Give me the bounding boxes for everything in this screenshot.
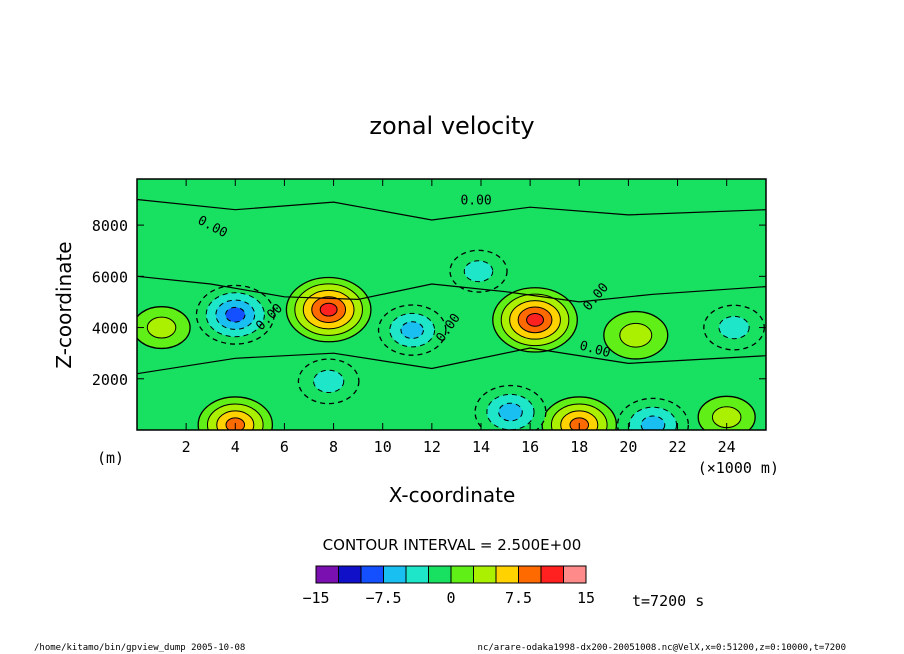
x-tick-label: 24: [718, 438, 736, 456]
y-tick-label: 6000: [92, 268, 128, 286]
positive-velocity-cell: [603, 310, 669, 360]
time-label: t=7200 s: [632, 592, 704, 610]
contour-band: [225, 306, 246, 323]
zero-contour-line: [137, 275, 766, 303]
colorbar-swatch: [428, 565, 452, 584]
x-tick-label: 16: [521, 438, 539, 456]
contour-band: [463, 260, 494, 283]
x-tick-label: 6: [280, 438, 289, 456]
x-tick-label: 4: [231, 438, 240, 456]
colorbar-swatch: [338, 565, 362, 584]
footer-right-text: nc/arare-odaka1998-dx200-20051008.nc@Vel…: [478, 643, 846, 653]
contour-band: [640, 415, 666, 430]
contour-interval-text: CONTOUR INTERVAL = 2.500E+00: [323, 536, 582, 554]
x-axis-label: X-coordinate: [389, 483, 516, 507]
colorbar-swatch: [450, 565, 474, 584]
colorbar-tick-label: 7.5: [505, 589, 532, 607]
negative-velocity-cell: [297, 358, 360, 405]
contour-band: [526, 312, 544, 327]
colorbar-swatch: [360, 565, 384, 584]
colorbar-tick-label: −7.5: [365, 589, 401, 607]
contour-band: [718, 315, 750, 340]
contour-band: [400, 321, 424, 339]
colorbar-swatch: [563, 565, 587, 584]
colorbar-swatch: [315, 565, 339, 584]
y-tick-label: 4000: [92, 320, 128, 338]
positive-velocity-cell: [541, 396, 618, 430]
negative-velocity-cell: [474, 384, 547, 430]
x-tick-label: 22: [669, 438, 687, 456]
x-axis-unit: (×1000 m): [698, 459, 779, 477]
negative-velocity-cell: [377, 304, 447, 356]
colorbar-swatch: [540, 565, 564, 584]
plot-area: 0.000.000.00 0.000.000.00: [136, 178, 767, 431]
contour-band: [619, 322, 653, 348]
x-tick-label: 12: [423, 438, 441, 456]
contour-band: [319, 302, 338, 317]
positive-velocity-cell: [285, 276, 372, 343]
footer-left-text: /home/kitamo/bin/gpview_dump 2005-10-08: [34, 643, 245, 653]
x-tick-label: 8: [329, 438, 338, 456]
negative-velocity-cell: [616, 397, 689, 430]
colorbar-swatch: [473, 565, 497, 584]
colorbar: −15 −7.5 0 7.5 15: [302, 565, 595, 607]
x-tick-label: 14: [472, 438, 490, 456]
x-tick-label: 10: [374, 438, 392, 456]
positive-velocity-cell: [137, 306, 191, 350]
zero-contour-line: [137, 198, 766, 221]
plot-frame: [136, 178, 767, 431]
y-tick-label: 8000: [92, 217, 128, 235]
colorbar-swatch: [518, 565, 542, 584]
colorbar-tick-label: −15: [302, 589, 329, 607]
chart-title: zonal velocity: [369, 112, 534, 140]
colorbar-swatch: [383, 565, 407, 584]
zero-contour-label: 0.00: [460, 194, 491, 209]
zero-contour-line: [137, 347, 766, 375]
x-tick-label: 20: [619, 438, 637, 456]
x-tick-label: 18: [570, 438, 588, 456]
positive-velocity-cell: [697, 395, 756, 430]
contour-band: [146, 316, 177, 339]
contour-band: [313, 369, 345, 393]
colorbar-swatch: [405, 565, 429, 584]
positive-velocity-cell: [492, 287, 578, 353]
positive-velocity-cell: [197, 396, 274, 430]
contour-band: [498, 402, 523, 422]
colorbar-tick-label: 15: [577, 589, 595, 607]
colorbar-tick-label: 0: [446, 589, 455, 607]
y-axis-unit: (m): [97, 449, 124, 467]
y-axis-label: Z-coordinate: [52, 241, 76, 368]
negative-velocity-cell: [449, 249, 508, 293]
x-tick-label: 2: [182, 438, 191, 456]
negative-velocity-cell: [703, 304, 765, 351]
negative-velocity-cell: [195, 284, 275, 345]
colorbar-swatch: [495, 565, 519, 584]
y-tick-label: 2000: [92, 371, 128, 389]
